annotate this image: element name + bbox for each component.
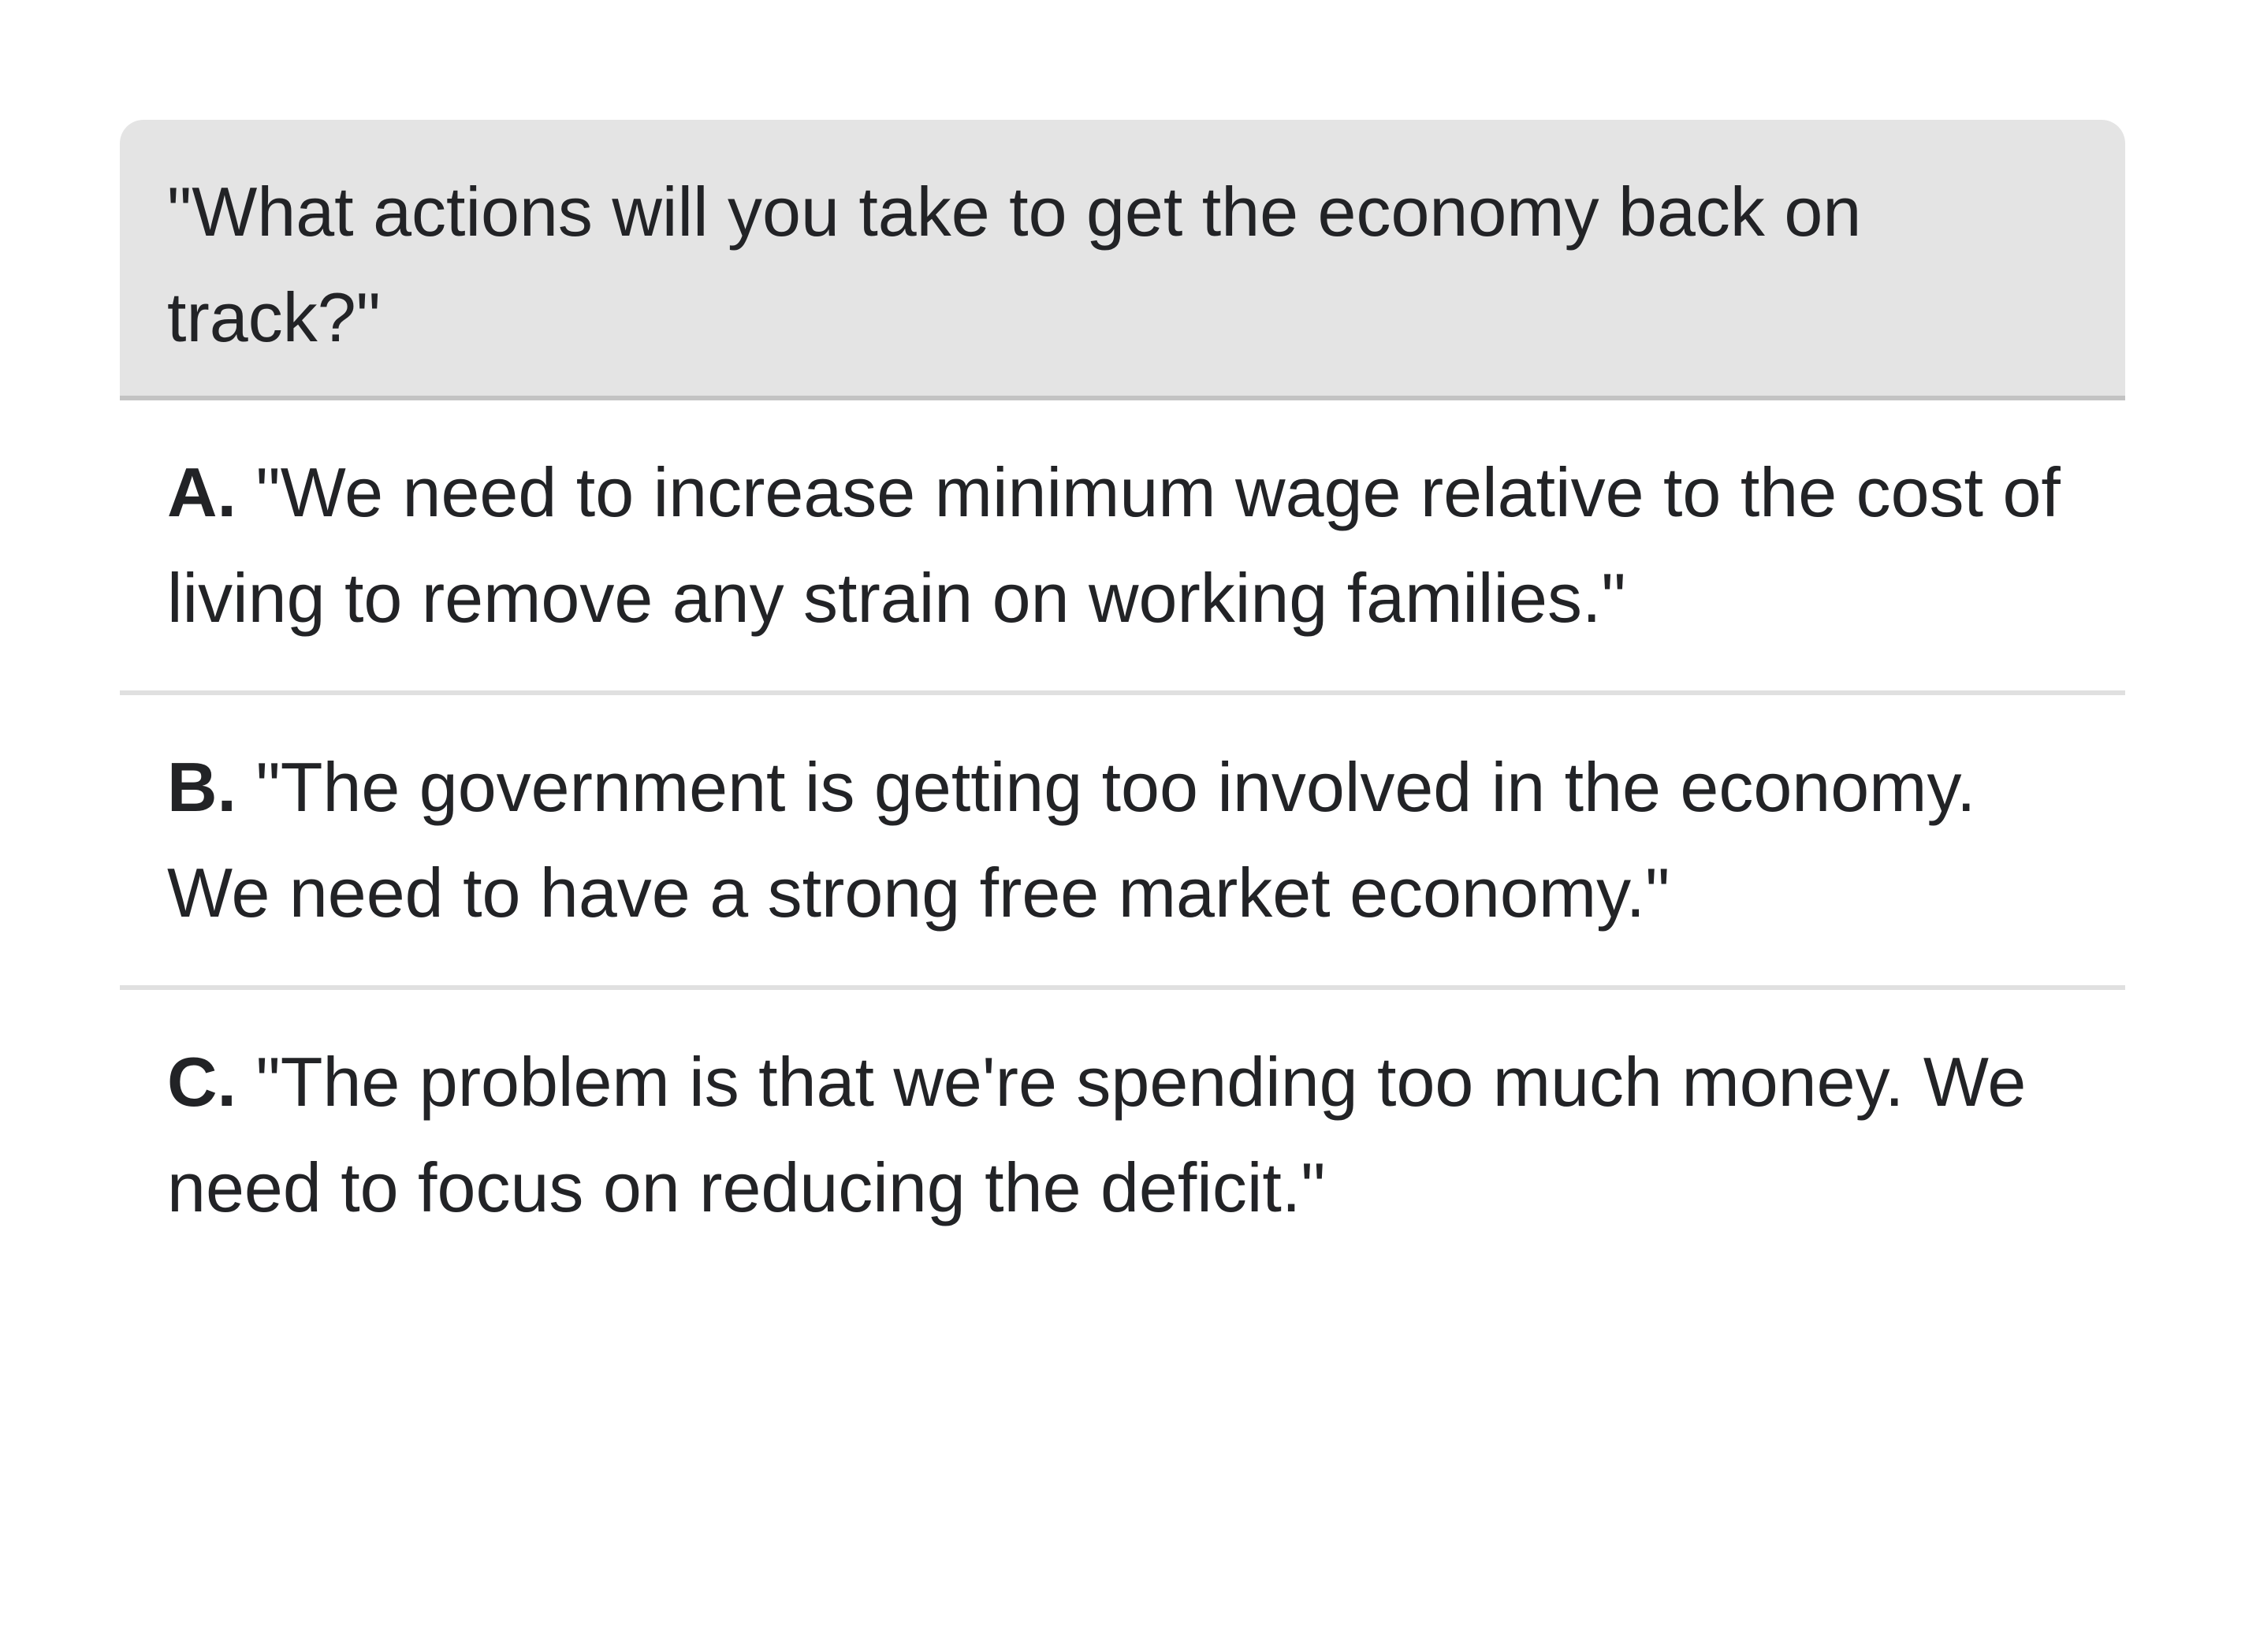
question-card: "What actions will you take to get the e… — [120, 120, 2125, 1280]
question-text: "What actions will you take to get the e… — [167, 173, 1862, 356]
option-letter: A. — [167, 453, 236, 531]
option-text: "We need to increase minimum wage relati… — [167, 453, 2061, 637]
question-header: "What actions will you take to get the e… — [120, 120, 2125, 400]
option-letter: C. — [167, 1043, 236, 1121]
option-a[interactable]: A. "We need to increase minimum wage rel… — [120, 400, 2125, 695]
option-text: "The government is getting too involved … — [167, 748, 1976, 932]
option-letter: B. — [167, 748, 236, 826]
option-b[interactable]: B. "The government is getting too involv… — [120, 695, 2125, 990]
option-text: "The problem is that we're spending too … — [167, 1043, 2027, 1226]
option-c[interactable]: C. "The problem is that we're spending t… — [120, 990, 2125, 1280]
